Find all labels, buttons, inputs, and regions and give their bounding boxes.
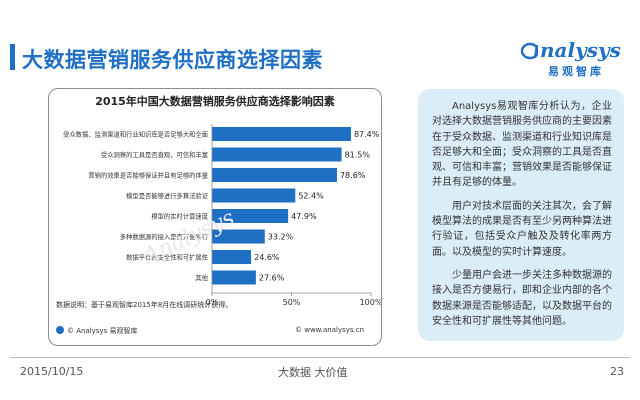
analysis-paragraph-2: 用户对技术层面的关注其次，会了解模型算法的成果是否有至少另两种算法进行验证，包括…	[432, 200, 612, 258]
value-label: 24.6%	[254, 253, 280, 262]
bar	[212, 147, 342, 162]
bar	[212, 229, 265, 244]
chart-panel: 2015年中国大数据营销服务供应商选择影响因素受众数据、监测渠道和行业知识库是否…	[48, 88, 382, 346]
x-tick-label: 50%	[283, 298, 301, 307]
chart-note: 数据说明：基于易观智库2015年8月在线调研统计获得。	[56, 301, 233, 309]
footer-slogan: 大数据 大价值	[278, 366, 348, 379]
chart-title: 2015年中国大数据营销服务供应商选择影响因素	[95, 94, 335, 108]
bar	[212, 270, 256, 285]
value-label: 47.9%	[291, 212, 317, 221]
bar-chart: 2015年中国大数据营销服务供应商选择影响因素受众数据、监测渠道和行业知识库是否…	[63, 94, 381, 307]
footer-divider	[10, 357, 630, 358]
analysis-panel: Analysys易观智库分析认为，企业对选择大数据营销服务供应商的主要因素在于受…	[418, 89, 624, 341]
chart-source-right: © www.analysys.cn	[295, 326, 365, 334]
title-accent-bar	[10, 44, 15, 70]
bar	[212, 209, 289, 223]
category-label: 其他	[195, 273, 208, 282]
logo-a-icon	[520, 42, 538, 60]
page-title: 大数据营销服务供应商选择因素	[22, 48, 323, 72]
value-label: 33.2%	[268, 233, 294, 242]
bar	[212, 250, 252, 264]
category-label: 营销的效果是否能够保证并且有足够的体量	[88, 171, 208, 180]
category-label: 数据平台的安全性和可扩展性	[126, 253, 208, 262]
value-label: 27.6%	[259, 274, 285, 283]
category-label: 多种数据源的接入是否方便易行	[120, 232, 209, 241]
value-label: 78.6%	[340, 171, 366, 180]
logo-wordmark: nalysys	[540, 38, 621, 62]
bar	[212, 127, 351, 141]
bar	[212, 168, 337, 182]
bar	[212, 188, 296, 203]
x-tick-label: 100%	[360, 298, 381, 307]
footer-date: 2015/10/15	[20, 365, 84, 378]
category-label: 受众洞察的工具是否直观，可信和丰富	[101, 150, 208, 159]
category-label: 受众数据、监测渠道和行业知识库是否足够大和全面	[63, 130, 208, 139]
value-label: 87.4%	[354, 130, 380, 139]
category-label: 模型是否能够进行多算法验证	[126, 191, 209, 200]
category-label: 模型的实时计算速度	[151, 212, 208, 221]
value-label: 52.4%	[298, 192, 324, 201]
logo-chinese: 易观智库	[548, 65, 604, 78]
analysis-paragraph-3: 少量用户会进一步关注多种数据源的接入是否方便易行，即和企业内部的各个数据来源是否…	[432, 269, 612, 327]
value-label: 81.5%	[345, 151, 371, 160]
x-tick-label: 0%	[206, 298, 219, 307]
analysis-paragraph-1: Analysys易观智库分析认为，企业对选择大数据营销服务供应商的主要因素在于受…	[432, 101, 612, 189]
analysys-logo: nalysys 易观智库	[520, 38, 622, 78]
chart-source-left: © Analysys 易观智库	[56, 326, 138, 336]
page-number: 23	[610, 365, 624, 378]
